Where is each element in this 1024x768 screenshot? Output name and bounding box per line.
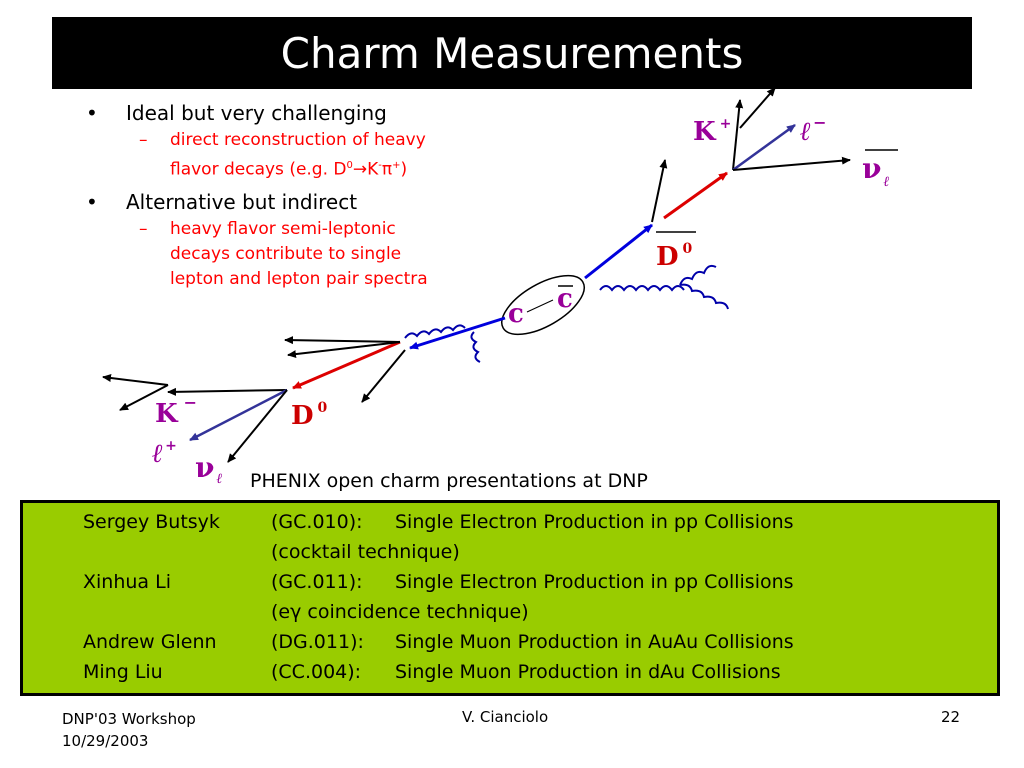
bullet-label: Alternative but indirect <box>126 189 358 214</box>
superscript: - <box>378 160 382 171</box>
presentation-row: Sergey Butsyk (GC.010): Single Electron Pr… <box>83 511 794 533</box>
talk-note: (cocktail technique) <box>271 541 460 563</box>
arrow-symbol: → <box>352 159 368 180</box>
sub-line: lepton and lepton pair spectra <box>170 268 428 289</box>
superscript: + <box>392 160 401 171</box>
footer-author: V. Cianciolo <box>462 708 549 726</box>
talk-title: Single Muon Production in AuAu Collision… <box>395 631 794 653</box>
footer-date: 10/29/2003 <box>62 732 149 750</box>
label-lepton-minus: ℓ − <box>800 113 827 147</box>
sub-bullet-text: heavy flavor semi-leptonic decays contri… <box>170 217 428 292</box>
presentations-caption: PHENIX open charm presentations at DNP <box>250 470 648 492</box>
slide-title: Charm Measurements <box>280 28 744 78</box>
sub-bullet-text: direct reconstruction of heavy flavor de… <box>170 128 426 183</box>
sub-line: flavor decays (e.g. D <box>170 159 347 180</box>
bullet-item: • Alternative but indirect <box>86 189 516 215</box>
bullet-list: • Ideal but very challenging – direct re… <box>86 100 516 292</box>
presenter-name: Ming Liu <box>83 661 163 683</box>
talk-note: (eγ coincidence technique) <box>271 601 529 623</box>
d0-track <box>292 340 401 390</box>
anticharm-quark-track <box>409 316 506 350</box>
pi-symbol: π <box>381 159 393 180</box>
antineutrino-track <box>732 156 851 171</box>
session-code: (GC.010): <box>271 511 363 533</box>
hadron-track <box>284 336 401 345</box>
bullet-item: • Ideal but very challenging <box>86 100 516 126</box>
session-code: (CC.004): <box>271 661 362 683</box>
sub-line: decays contribute to single <box>170 243 402 264</box>
talk-title: Single Electron Production in pp Collisi… <box>395 571 794 593</box>
sub-bullet: – heavy flavor semi-leptonic decays cont… <box>86 217 516 292</box>
presenter-name: Xinhua Li <box>83 571 171 593</box>
presentation-row: Ming Liu (CC.004): Single Muon Production … <box>83 661 781 683</box>
presentation-row: Andrew Glenn (DG.011): Single Muon Product… <box>83 631 794 653</box>
hadron-track <box>739 87 776 129</box>
hadron-track <box>287 341 401 359</box>
k-plus-track <box>732 99 744 171</box>
k-minus-track <box>167 387 288 396</box>
sub-bullet-dash: – <box>139 130 148 150</box>
d0bar-track <box>663 171 728 220</box>
sub-line: direct reconstruction of heavy <box>170 130 426 150</box>
label-k-minus: K − <box>155 393 197 429</box>
talk-title: Single Electron Production in pp Collisi… <box>395 511 794 533</box>
session-code: (DG.011): <box>271 631 364 653</box>
title-bar: Charm Measurements <box>52 17 972 89</box>
label-lepton-plus: ℓ + <box>152 438 177 469</box>
hadron-track <box>361 349 406 403</box>
footer-workshop: DNP'03 Workshop 10/29/2003 <box>62 708 282 752</box>
page-number: 22 <box>941 708 961 726</box>
charm-quark-track <box>584 223 653 280</box>
ccbar-ellipse <box>501 274 585 336</box>
sub-line: K <box>367 159 379 180</box>
superscript: 0 <box>346 160 353 171</box>
sub-line: ) <box>400 159 408 180</box>
talk-title: Single Muon Production in dAu Collisions <box>395 661 781 683</box>
session-code: (GC.011): <box>271 571 363 593</box>
presenter-name: Andrew Glenn <box>83 631 217 653</box>
label-c: c <box>508 299 524 329</box>
presentation-note-row: (eγ coincidence technique) <box>83 601 529 623</box>
hadron-track <box>651 159 668 223</box>
footer-event: DNP'03 Workshop <box>62 710 196 728</box>
presentation-row: Xinhua Li (GC.011): Single Electron Produc… <box>83 571 794 593</box>
presentations-box: Sergey Butsyk (GC.010): Single Electron Pr… <box>20 500 1000 696</box>
label-k-plus: K + <box>693 116 731 147</box>
neutrino-track <box>227 389 288 463</box>
bullet-label: Ideal but very challenging <box>126 101 387 125</box>
hadron-track <box>102 374 169 386</box>
hadron-track <box>119 384 169 411</box>
lepton-minus-track <box>732 123 796 172</box>
bullet-dot: • <box>86 189 98 214</box>
bullet-dot: • <box>86 101 98 125</box>
lepton-plus-track <box>189 388 288 442</box>
label-cbar: c <box>557 284 573 314</box>
presentation-note-row: (cocktail technique) <box>83 541 460 563</box>
sub-bullet-dash: – <box>139 218 148 239</box>
sub-line: heavy flavor semi-leptonic <box>170 218 396 239</box>
gluon-lines <box>404 264 729 363</box>
sub-bullet: – direct reconstruction of heavy flavor … <box>86 128 516 183</box>
presenter-name: Sergey Butsyk <box>83 511 220 533</box>
ccbar-link <box>526 299 554 313</box>
